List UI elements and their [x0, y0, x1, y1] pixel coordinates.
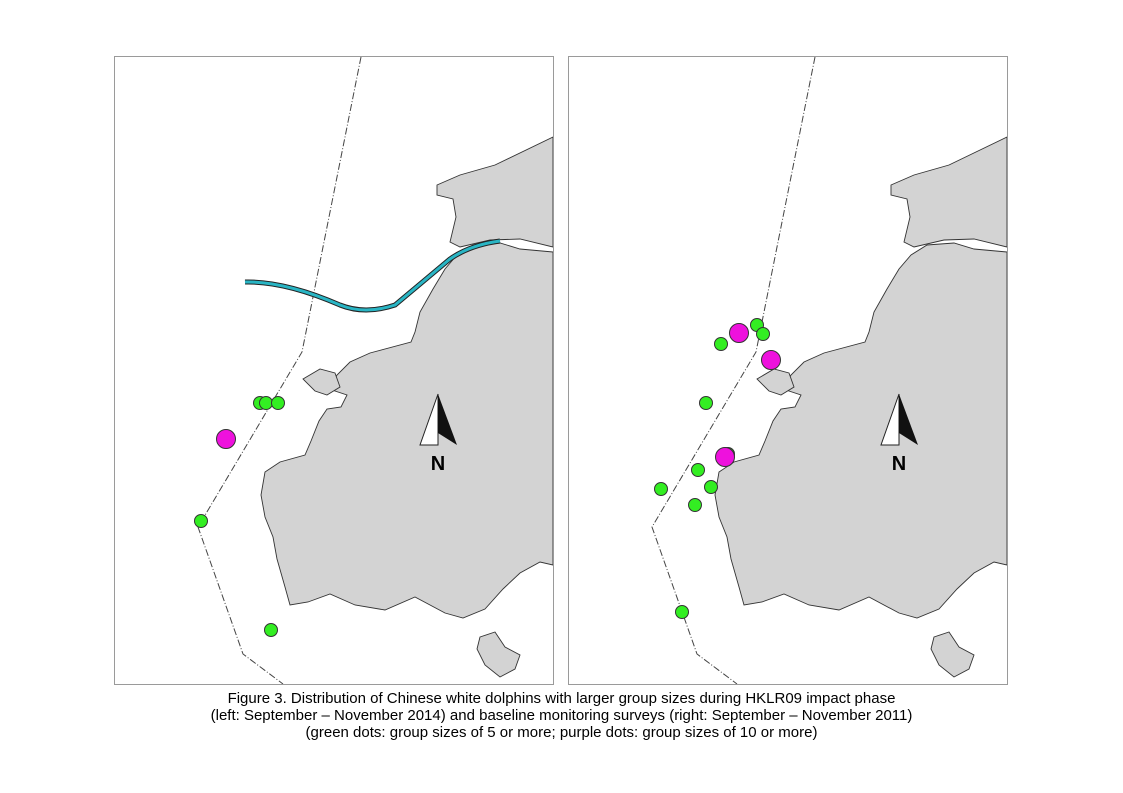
north-label: N — [431, 453, 445, 475]
bridge-route — [244, 238, 501, 313]
land-island-small — [302, 368, 341, 396]
green-dot — [699, 396, 713, 410]
purple-dot — [729, 323, 749, 343]
green-dot — [259, 396, 273, 410]
purple-dot — [216, 429, 236, 449]
caption-line-3: (green dots: group sizes of 5 or more; p… — [305, 724, 818, 741]
green-dot — [194, 514, 208, 528]
green-dot — [264, 623, 278, 637]
purple-dot — [715, 447, 735, 467]
land-lantau — [714, 242, 1007, 619]
land-island-south — [476, 631, 521, 678]
caption-line-1: Figure 3. Distribution of Chinese white … — [227, 690, 896, 707]
land-mainland-north — [890, 136, 1007, 248]
green-dot — [675, 605, 689, 619]
north-arrow: N — [419, 393, 457, 475]
caption-line-2: (left: September – November 2014) and ba… — [210, 707, 913, 724]
boundary-line — [651, 57, 816, 684]
green-dot — [714, 337, 728, 351]
land-island-south — [930, 631, 975, 678]
land-lantau — [260, 242, 553, 619]
figure-caption: Figure 3. Distribution of Chinese white … — [0, 690, 1123, 741]
north-arrow: N — [880, 393, 918, 475]
green-dot — [691, 463, 705, 477]
green-dot — [756, 327, 770, 341]
purple-dot — [761, 350, 781, 370]
green-dot — [654, 482, 668, 496]
land-mainland-north — [436, 136, 553, 248]
green-dot — [271, 396, 285, 410]
map-panel-left: N — [114, 56, 554, 685]
map-panel-right: N — [568, 56, 1008, 685]
north-label: N — [892, 453, 906, 475]
sighting-dots-left — [194, 396, 285, 637]
green-dot — [704, 480, 718, 494]
sighting-dots-right — [654, 318, 781, 619]
green-dot — [688, 498, 702, 512]
